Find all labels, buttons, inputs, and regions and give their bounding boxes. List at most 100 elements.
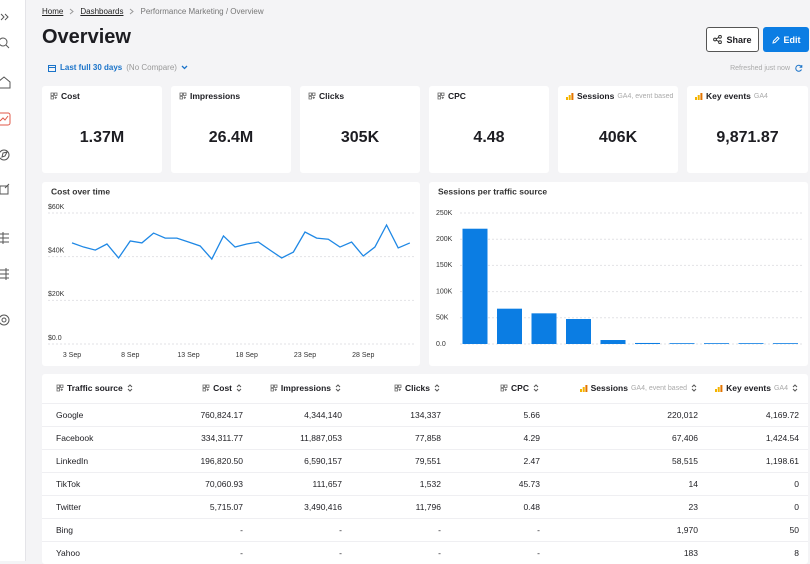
share-label: Share [726,35,751,45]
dim-icon [437,92,445,100]
header-label: Cost [213,383,232,393]
dim-icon [202,384,210,392]
kpi-label: CPC [448,91,466,101]
breadcrumb-link[interactable]: Home [42,7,63,16]
bar [773,343,798,344]
bar [739,343,764,344]
source-cell: Bing [42,519,154,542]
header-label: Traffic source [67,383,123,393]
dim-icon [308,92,316,100]
value-cell: 3,490,416 [252,496,351,519]
x-tick-label: 13 Sep [177,352,199,359]
calendar-icon [48,64,56,72]
share-button[interactable]: Share [706,27,759,52]
value-cell: - [154,519,252,542]
column-header[interactable]: CPC [450,374,549,404]
icon-part [51,93,57,99]
value-cell: 0 [707,473,808,496]
refresh-icon[interactable] [795,64,803,72]
dim-icon [179,92,187,100]
value-cell: 11,887,053 [252,427,351,450]
value-cell: 4,169.72 [707,404,808,427]
dropdown-icon [181,65,188,70]
value-cell: 77,858 [351,427,450,450]
ga-icon [580,384,588,392]
kpi-value: 26.4M [171,129,291,147]
icon-part [180,93,186,99]
date-filter[interactable]: Last full 30 days (No Compare) [48,63,188,72]
edit-button[interactable]: Edit [763,27,809,52]
sidebar-icons [0,0,25,561]
y-tick-label: 250K [436,210,453,217]
y-tick-label: $60K [48,204,65,211]
icon-part [571,93,573,100]
icon-part [309,93,315,99]
header-label: Impressions [281,383,331,393]
header-note: GA4 [774,385,788,392]
header-label: Clicks [405,383,430,393]
column-header[interactable]: Cost [154,374,252,404]
y-tick-label: $40K [48,248,65,255]
bar [463,229,488,344]
line-series [72,225,410,259]
column-header[interactable]: Traffic source [42,374,154,404]
header-content: Impressions [270,383,342,393]
value-cell: 6,590,157 [252,450,351,473]
icon-part [57,385,63,391]
breadcrumb-separator [129,8,134,15]
icon-part [566,97,568,100]
x-tick-label: 23 Sep [294,352,316,359]
header-content: CPC [500,383,540,393]
bar [635,343,660,344]
value-cell: 1,424.54 [707,427,808,450]
chart-title: Cost over time [51,186,110,196]
bar [601,340,626,344]
icon-part [128,385,132,391]
y-tick-label: 200K [436,236,453,243]
kpi-note: GA4, event based [617,93,673,100]
x-tick-label: 18 Sep [236,352,258,359]
column-header[interactable]: Clicks [351,374,450,404]
chart: Sessions per traffic source0.050K100K150… [429,182,808,366]
sidebar [0,0,26,561]
edit-label: Edit [784,35,801,45]
page-title: Overview [42,26,131,49]
value-cell: 134,337 [351,404,450,427]
y-tick-label: 150K [436,262,453,269]
kpi-header: Cost [50,91,162,101]
share-icon [713,35,722,44]
compare-label: (No Compare) [126,63,177,72]
icon-part [534,385,538,391]
value-cell: 220,012 [549,404,707,427]
icon-part [203,385,209,391]
y-tick-label: 50K [436,315,449,322]
value-cell: 67,406 [549,427,707,450]
column-header[interactable]: Impressions [252,374,351,404]
icon-part [720,385,722,392]
header-row: Traffic source Cost Impressions Clicks CPC Se… [42,374,808,404]
value-cell: 1,970 [549,519,707,542]
value-cell: 0.48 [450,496,549,519]
refreshed-label: Refreshed just now [730,65,790,72]
icon-part [395,385,401,391]
y-tick-label: $0.0 [48,335,62,342]
value-cell: 111,657 [252,473,351,496]
icon-part [715,389,717,392]
sort-icon [235,384,243,392]
breadcrumb-link[interactable]: Dashboards [80,7,123,16]
